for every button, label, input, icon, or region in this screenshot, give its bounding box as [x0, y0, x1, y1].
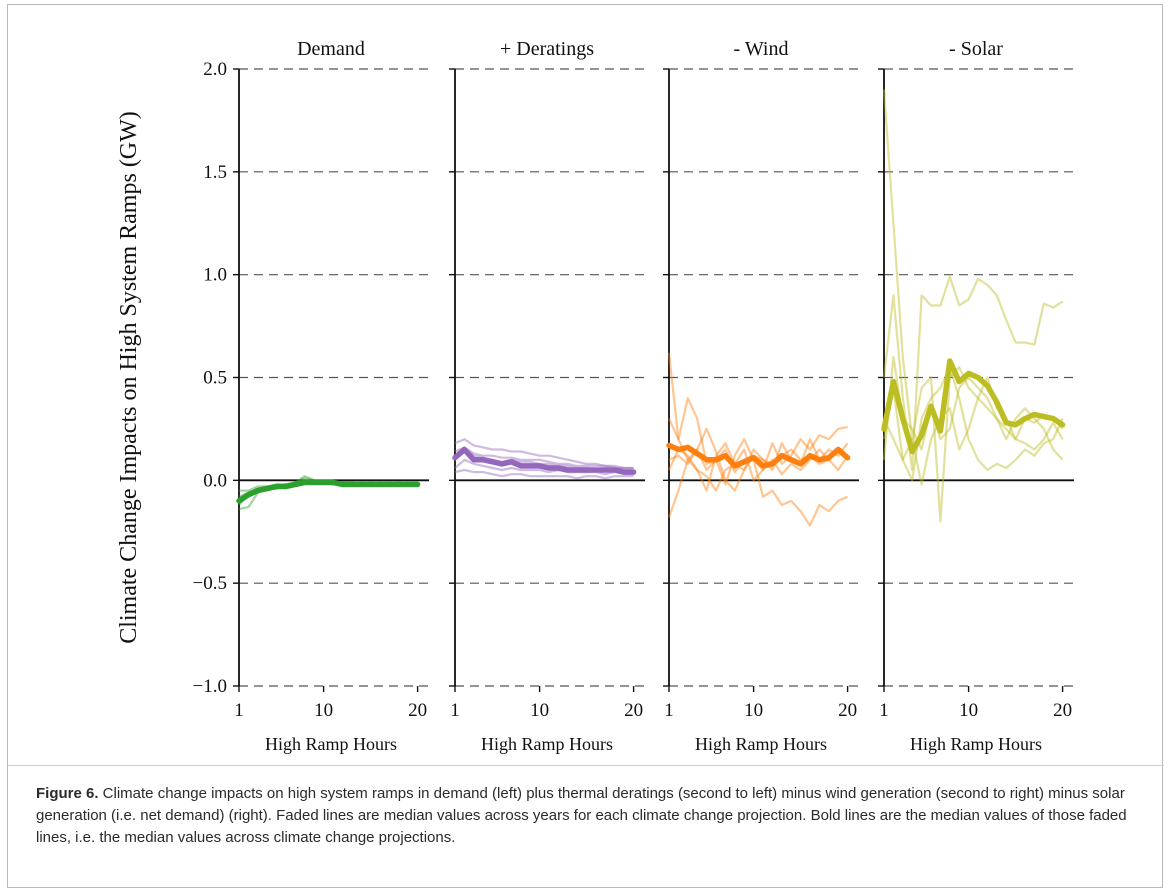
x-tick-label: 1	[450, 700, 460, 721]
caption-divider	[8, 765, 1164, 766]
faded-series-line	[454, 468, 634, 480]
panel-title: - Wind	[734, 38, 789, 60]
y-axis-label: Climate Change Impacts on High System Ra…	[116, 111, 142, 644]
faded-series-line	[454, 458, 634, 476]
faded-series-line	[454, 446, 634, 470]
y-tick-label: 1.0	[203, 265, 227, 286]
faded-series-line	[454, 438, 634, 470]
median-series-line	[881, 358, 1066, 455]
x-tick-label: 20	[408, 700, 427, 721]
x-axis-label: High Ramp Hours	[265, 734, 397, 754]
x-axis-label: High Ramp Hours	[695, 734, 827, 754]
x-tick-label: 10	[959, 700, 978, 721]
x-tick-label: 20	[838, 700, 857, 721]
y-tick-label: 0.0	[203, 470, 227, 491]
faded-series-line	[667, 427, 849, 518]
x-tick-label: 10	[314, 700, 333, 721]
chart: Climate Change Impacts on High System Ra…	[116, 38, 1074, 754]
caption-label: Figure 6.	[36, 785, 99, 802]
median-series-line	[236, 479, 421, 504]
x-tick-label: 20	[1053, 700, 1072, 721]
faded-series-line	[667, 418, 849, 492]
figure-frame: Climate Change Impacts on High System Ra…	[7, 4, 1164, 888]
faded-series-line	[882, 366, 1064, 482]
median-series-line	[452, 446, 637, 475]
y-tick-label: −1.0	[193, 676, 227, 697]
panel-title: Demand	[297, 38, 365, 60]
panel-title: - Solar	[949, 38, 1003, 60]
x-tick-label: 10	[530, 700, 549, 721]
faded-series-line	[668, 442, 849, 492]
x-axis-label: High Ramp Hours	[481, 734, 613, 754]
x-tick-label: 20	[624, 700, 643, 721]
panel-title: + Deratings	[500, 38, 594, 60]
caption-text: Climate change impacts on high system ra…	[36, 785, 1127, 846]
y-tick-label: 1.5	[203, 162, 227, 183]
median-series-line	[666, 442, 851, 469]
x-axis-label: High Ramp Hours	[910, 734, 1042, 754]
x-tick-label: 10	[744, 700, 763, 721]
x-tick-label: 1	[234, 700, 244, 721]
y-tick-label: −0.5	[193, 573, 227, 594]
y-tick-label: 2.0	[203, 59, 227, 80]
y-tick-label: 0.5	[203, 368, 227, 389]
x-tick-label: 1	[879, 700, 889, 721]
figure-caption: Figure 6. Climate change impacts on high…	[36, 783, 1146, 849]
faded-series-line	[882, 275, 1064, 472]
faded-series-line	[882, 355, 1064, 460]
x-tick-label: 1	[664, 700, 674, 721]
